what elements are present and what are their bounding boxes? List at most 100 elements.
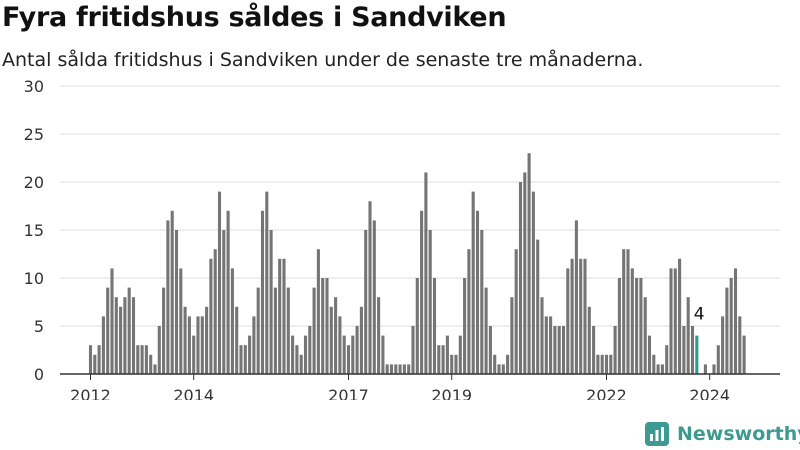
bar bbox=[678, 258, 682, 374]
bar bbox=[351, 335, 355, 374]
bar bbox=[518, 182, 523, 374]
bar bbox=[346, 345, 351, 374]
bar bbox=[136, 345, 140, 374]
bar bbox=[506, 354, 510, 374]
bar bbox=[364, 230, 368, 374]
bar bbox=[643, 297, 647, 374]
bar bbox=[527, 153, 531, 374]
bar bbox=[622, 249, 626, 374]
bar bbox=[398, 364, 402, 374]
bar bbox=[703, 364, 707, 374]
bar bbox=[149, 354, 153, 374]
bar bbox=[579, 258, 583, 374]
bar bbox=[738, 316, 742, 374]
bar bbox=[454, 354, 458, 374]
bar bbox=[415, 278, 419, 374]
bar bbox=[312, 287, 316, 374]
data-label-last: 4 bbox=[694, 305, 705, 325]
bar bbox=[630, 268, 634, 374]
bar bbox=[557, 326, 561, 374]
bar bbox=[583, 258, 587, 374]
bar bbox=[303, 335, 308, 374]
chart-subtitle: Antal sålda fritidshus i Sandviken under… bbox=[2, 49, 644, 71]
bar bbox=[119, 306, 123, 374]
bar bbox=[308, 326, 312, 374]
bar bbox=[316, 249, 320, 374]
bar bbox=[561, 326, 566, 374]
bar bbox=[101, 316, 105, 374]
bar bbox=[682, 326, 686, 374]
brand-logo: Newsworthy bbox=[645, 420, 800, 448]
bar bbox=[377, 297, 381, 374]
brand-name: Newsworthy bbox=[677, 423, 800, 445]
bar bbox=[291, 335, 295, 374]
bar bbox=[437, 345, 441, 374]
bar bbox=[282, 258, 286, 374]
y-tick-label: 0 bbox=[34, 365, 44, 384]
bar bbox=[660, 364, 664, 374]
bar bbox=[712, 364, 716, 374]
bar bbox=[553, 326, 557, 374]
x-tick-label: 2017 bbox=[328, 386, 369, 400]
bar bbox=[695, 335, 699, 374]
y-tick-label: 30 bbox=[24, 77, 44, 96]
bar bbox=[467, 249, 471, 374]
bar bbox=[239, 345, 243, 374]
bar bbox=[230, 268, 234, 374]
bar bbox=[721, 316, 725, 374]
bar bbox=[265, 191, 269, 374]
chart-title: Fyra fritidshus såldes i Sandviken bbox=[2, 2, 507, 33]
bar bbox=[669, 268, 673, 374]
bar bbox=[110, 268, 114, 374]
bar bbox=[200, 316, 204, 374]
bar bbox=[222, 230, 226, 374]
bar bbox=[716, 345, 720, 374]
bar bbox=[441, 345, 445, 374]
y-tick-label: 5 bbox=[34, 317, 44, 336]
bar bbox=[544, 316, 548, 374]
bar bbox=[596, 354, 600, 374]
bar bbox=[372, 220, 376, 374]
x-tick-label: 2024 bbox=[689, 386, 730, 400]
bar bbox=[536, 239, 540, 374]
bar bbox=[342, 335, 346, 374]
bar bbox=[127, 287, 131, 374]
bar bbox=[604, 354, 609, 374]
bar bbox=[510, 297, 514, 374]
bar bbox=[566, 268, 570, 374]
bar bbox=[170, 210, 174, 374]
bar bbox=[497, 364, 501, 374]
bar bbox=[613, 326, 617, 374]
bar bbox=[609, 354, 613, 374]
x-tick-label: 2022 bbox=[586, 386, 627, 400]
bar bbox=[402, 364, 406, 374]
bar bbox=[93, 354, 97, 374]
bar bbox=[144, 345, 148, 374]
bar bbox=[295, 345, 299, 374]
bar bbox=[428, 230, 432, 374]
bar bbox=[209, 258, 213, 374]
bar bbox=[140, 345, 144, 374]
bar bbox=[450, 354, 454, 374]
bar bbox=[213, 249, 217, 374]
x-tick-label: 2012 bbox=[70, 386, 111, 400]
bar bbox=[488, 326, 492, 374]
bar bbox=[269, 230, 273, 374]
bar bbox=[299, 354, 303, 374]
bar bbox=[501, 364, 505, 374]
bar bbox=[665, 345, 669, 374]
bar bbox=[725, 287, 729, 374]
bar bbox=[248, 335, 252, 374]
bar bbox=[600, 354, 604, 374]
bar bbox=[656, 364, 660, 374]
bar bbox=[329, 306, 333, 374]
bar bbox=[471, 191, 475, 374]
bar bbox=[686, 297, 690, 374]
bar bbox=[278, 258, 282, 374]
bar bbox=[480, 230, 484, 374]
bar bbox=[273, 287, 277, 374]
bar bbox=[514, 249, 518, 374]
bar bbox=[617, 278, 621, 374]
bar bbox=[325, 278, 329, 374]
bar bbox=[321, 278, 325, 374]
